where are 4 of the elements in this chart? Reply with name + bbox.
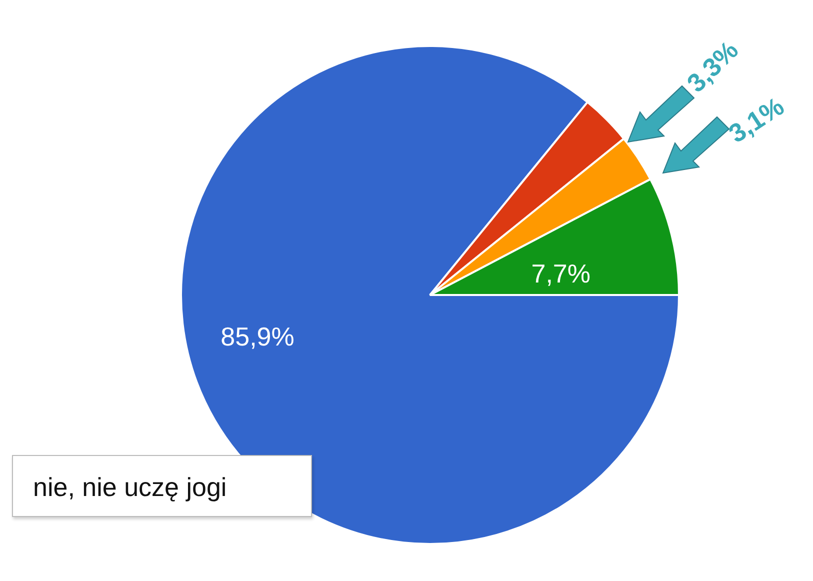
slice-label: nie, nie uczę jogi [12,455,312,517]
data-label: 7,7% [531,258,591,288]
data-label: 3,1% [723,91,790,149]
data-label: 85,9% [220,322,294,352]
